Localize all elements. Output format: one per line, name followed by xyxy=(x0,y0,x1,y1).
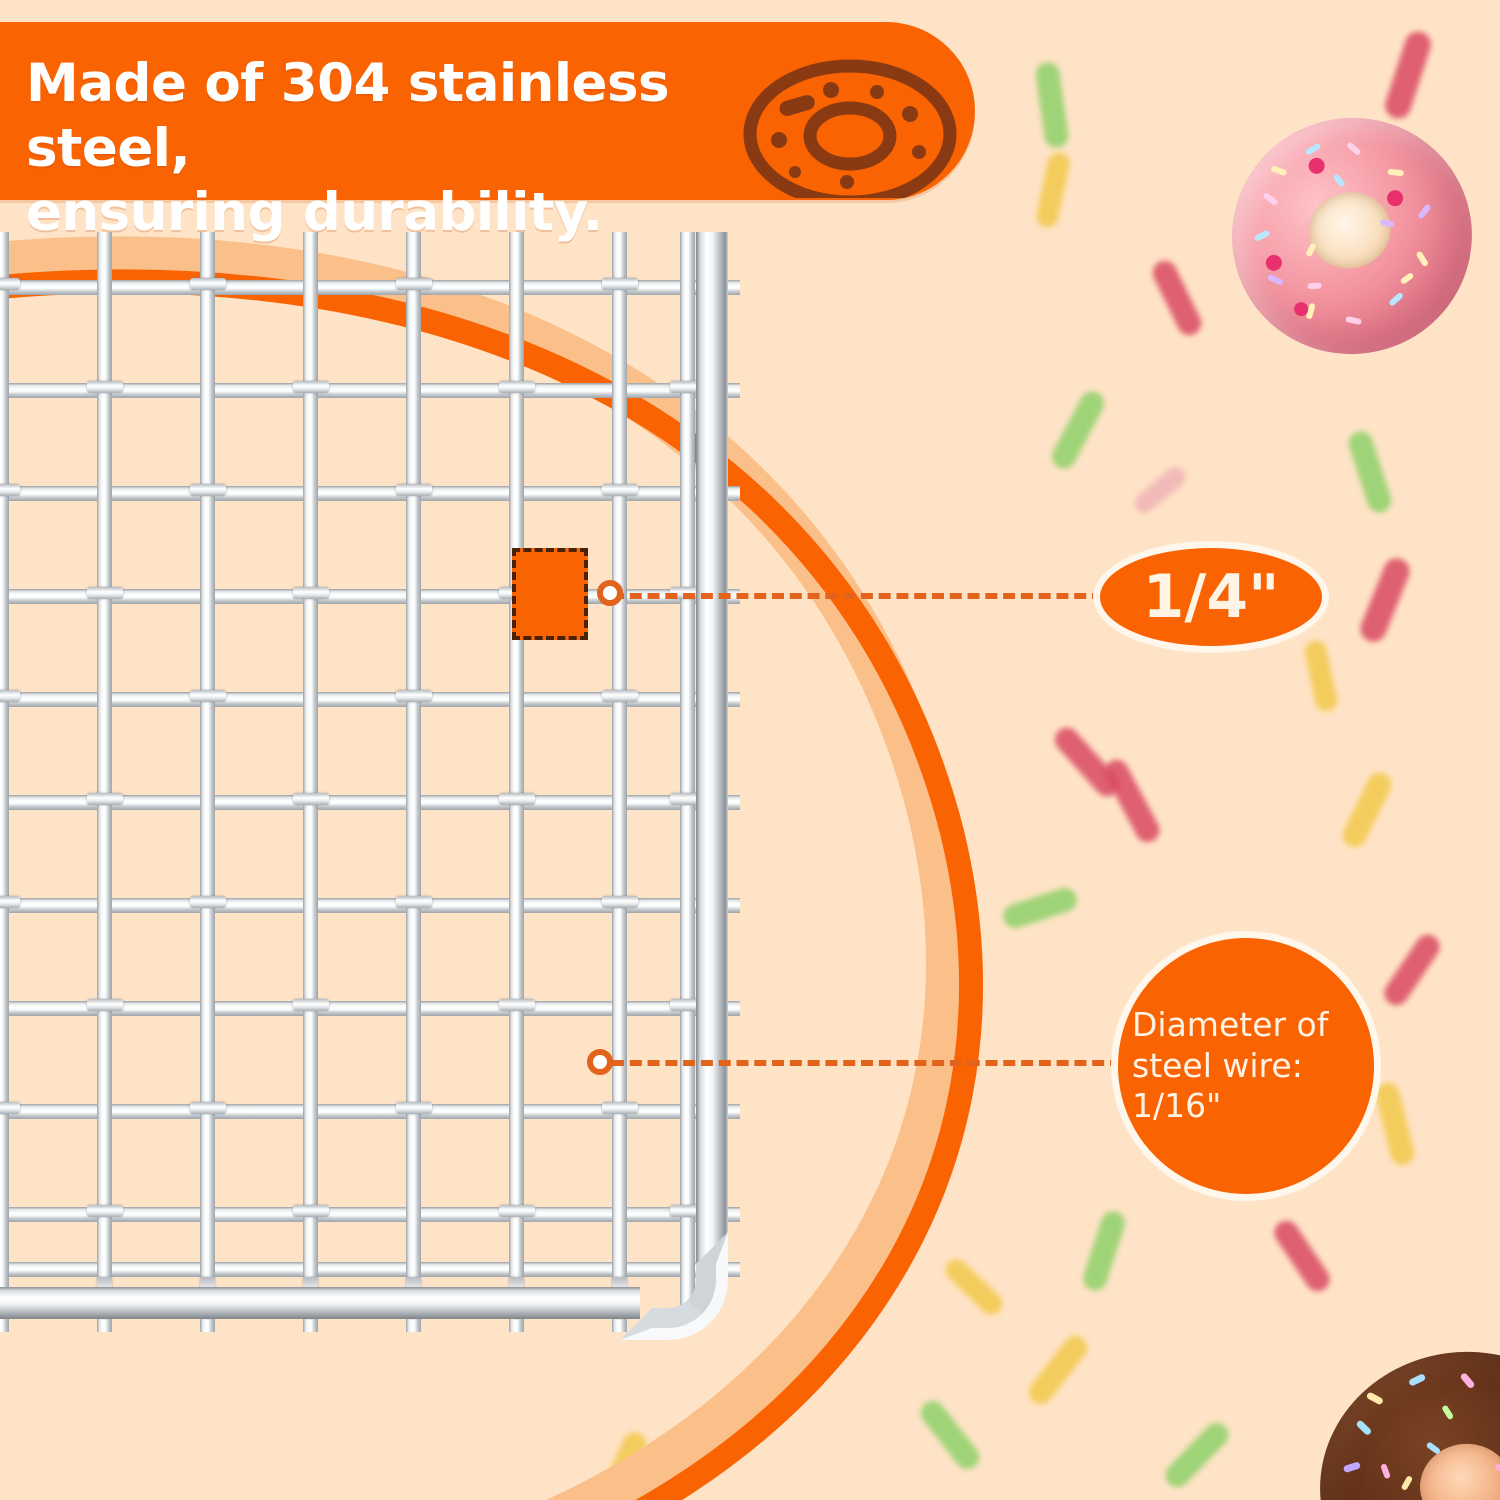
sprinkle xyxy=(1148,256,1206,340)
mesh-wire-vertical xyxy=(303,232,318,1332)
mesh-wire-vertical xyxy=(0,232,9,1332)
leader-marker-mesh-opening xyxy=(597,580,623,606)
weave-knuckle xyxy=(499,793,535,805)
weave-knuckle xyxy=(602,1102,638,1114)
wire-cooling-rack xyxy=(0,232,780,1352)
mesh-wire-vertical xyxy=(406,232,421,1332)
sprinkle xyxy=(1034,60,1070,150)
sprinkle xyxy=(1079,1208,1129,1294)
sprinkle xyxy=(1345,428,1395,516)
weave-knuckle xyxy=(87,1205,123,1217)
weave-knuckle xyxy=(190,484,226,496)
sprinkle xyxy=(1356,554,1414,646)
weave-knuckle xyxy=(190,1102,226,1114)
mesh-wire-horizontal xyxy=(0,383,740,398)
weave-knuckle xyxy=(499,381,535,393)
mesh-wire-vertical xyxy=(200,232,215,1332)
weave-knuckle xyxy=(190,896,226,908)
mesh-wire-horizontal xyxy=(0,280,740,295)
leader-marker-wire-diameter xyxy=(587,1049,613,1075)
headline-text: Made of 304 stainless steel, ensuring du… xyxy=(26,53,670,244)
weave-knuckle xyxy=(499,999,535,1011)
sprinkle xyxy=(1000,884,1080,932)
callout-wire-diameter[interactable]: Diameter of steel wire: 1/16" xyxy=(1118,938,1374,1194)
sprinkle xyxy=(1379,930,1445,1010)
rack-rim-bottom xyxy=(0,1287,640,1319)
mesh-wire-horizontal xyxy=(0,1262,740,1277)
sprinkle xyxy=(1269,1216,1335,1296)
mesh-wire-horizontal xyxy=(0,692,740,707)
weave-knuckle xyxy=(0,278,20,290)
weave-knuckle xyxy=(0,690,20,702)
weave-knuckle xyxy=(396,896,432,908)
mesh-wire-horizontal xyxy=(0,1104,740,1119)
rack-rim-right xyxy=(696,232,728,1262)
weave-knuckle xyxy=(396,1102,432,1114)
weave-knuckle xyxy=(190,690,226,702)
weave-knuckle xyxy=(293,381,329,393)
sprinkle xyxy=(1130,463,1190,517)
sprinkle xyxy=(1373,1080,1417,1168)
weave-knuckle xyxy=(602,278,638,290)
sprinkle xyxy=(1023,1331,1093,1409)
sprinkle xyxy=(1338,768,1396,852)
weave-knuckle xyxy=(396,690,432,702)
weave-knuckle xyxy=(190,278,226,290)
sprinkle xyxy=(941,1254,1007,1320)
mesh-wire-vertical xyxy=(97,232,112,1332)
weave-knuckle xyxy=(602,896,638,908)
sprinkle xyxy=(1160,1417,1234,1493)
mesh-wire-vertical xyxy=(509,232,524,1332)
weave-knuckle xyxy=(602,484,638,496)
donut-doodle-icon xyxy=(743,59,957,198)
weave-knuckle xyxy=(0,484,20,496)
weave-knuckle xyxy=(293,999,329,1011)
weave-knuckle xyxy=(396,484,432,496)
weave-knuckle xyxy=(499,1205,535,1217)
donut-pink-photo xyxy=(1210,95,1494,377)
headline-banner: Made of 304 stainless steel, ensuring du… xyxy=(0,22,975,243)
mesh-wire-vertical xyxy=(612,232,627,1332)
weave-knuckle xyxy=(87,381,123,393)
sprinkle xyxy=(1302,638,1340,714)
mesh-wire-horizontal xyxy=(0,898,740,913)
sprinkle xyxy=(597,1428,651,1500)
sprinkle xyxy=(915,1396,985,1474)
weave-knuckle xyxy=(602,690,638,702)
weave-knuckle xyxy=(293,587,329,599)
weave-knuckle xyxy=(87,999,123,1011)
weave-knuckle xyxy=(0,896,20,908)
sprinkle xyxy=(1047,387,1109,473)
weave-knuckle xyxy=(87,587,123,599)
weave-knuckle xyxy=(87,793,123,805)
weave-knuckle xyxy=(0,1102,20,1114)
leader-line-mesh-opening xyxy=(612,593,1104,599)
weave-knuckle xyxy=(293,1205,329,1217)
sprinkle xyxy=(1100,755,1164,847)
mesh-wire-horizontal xyxy=(0,795,740,810)
callout-mesh-opening[interactable]: 1/4" xyxy=(1100,548,1322,646)
rack-rim-corner-shine xyxy=(620,1232,728,1340)
weave-knuckle xyxy=(293,793,329,805)
mesh-wire-horizontal xyxy=(0,1207,740,1222)
weave-knuckle xyxy=(396,278,432,290)
leader-line-wire-diameter xyxy=(612,1060,1122,1066)
mesh-wire-horizontal xyxy=(0,486,740,501)
mesh-opening-highlight xyxy=(512,548,588,640)
donut-chocolate-photo xyxy=(1306,1337,1500,1500)
mesh-wire-horizontal xyxy=(0,1001,740,1016)
mesh-wire-vertical xyxy=(680,232,695,1332)
sprinkle xyxy=(1034,150,1072,230)
